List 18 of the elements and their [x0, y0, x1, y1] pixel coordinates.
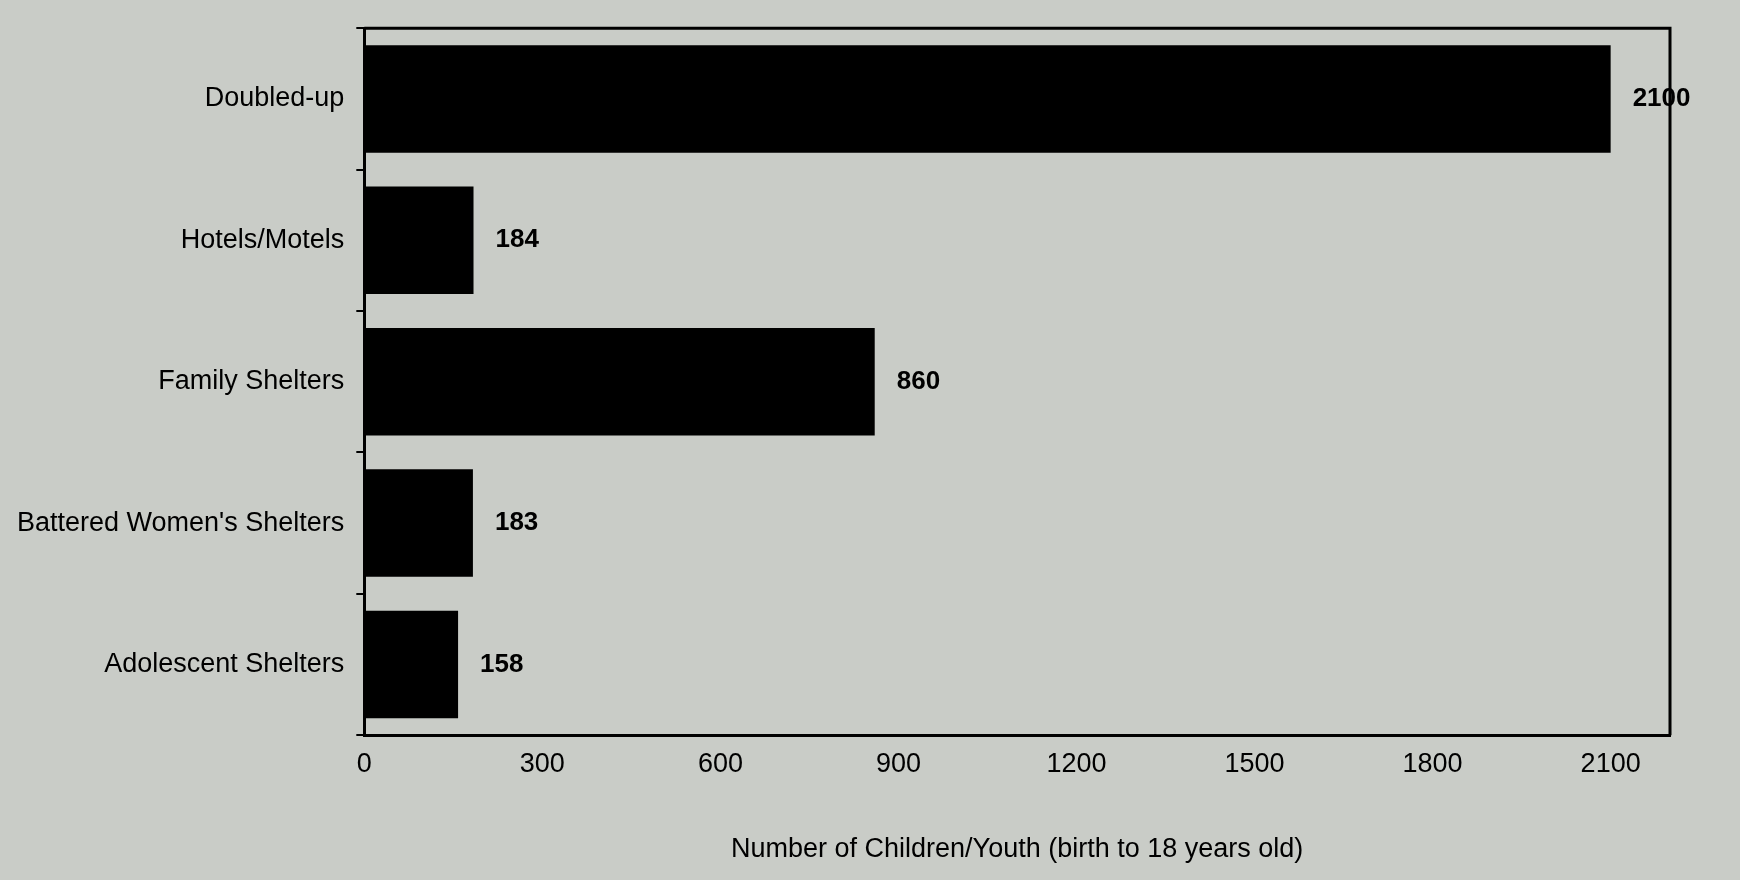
data-label: 184: [495, 223, 540, 254]
data-label: 183: [494, 506, 539, 537]
x-tick-label: 0: [356, 747, 372, 778]
y-tick-label: Hotels/Motels: [180, 223, 345, 254]
x-tick-label: 1500: [1224, 747, 1285, 778]
x-tick-label: 900: [875, 747, 921, 778]
x-tick-label: 1800: [1402, 747, 1463, 778]
y-tick-label: Battered Women's Shelters: [17, 506, 345, 537]
x-tick-label: 2100: [1580, 747, 1641, 778]
x-tick-label: 1200: [1046, 747, 1107, 778]
y-tick-label: Doubled-up: [204, 82, 345, 113]
data-label: 860: [896, 364, 941, 395]
data-label: 158: [480, 647, 524, 678]
y-tick-label: Adolescent Shelters: [104, 647, 345, 678]
x-tick-label: 300: [519, 747, 565, 778]
x-tick-label: 600: [697, 747, 743, 778]
x-axis-title: Number of Children/Youth (birth to 18 years old): [731, 833, 1304, 864]
y-tick-label: Family Shelters: [158, 365, 345, 396]
